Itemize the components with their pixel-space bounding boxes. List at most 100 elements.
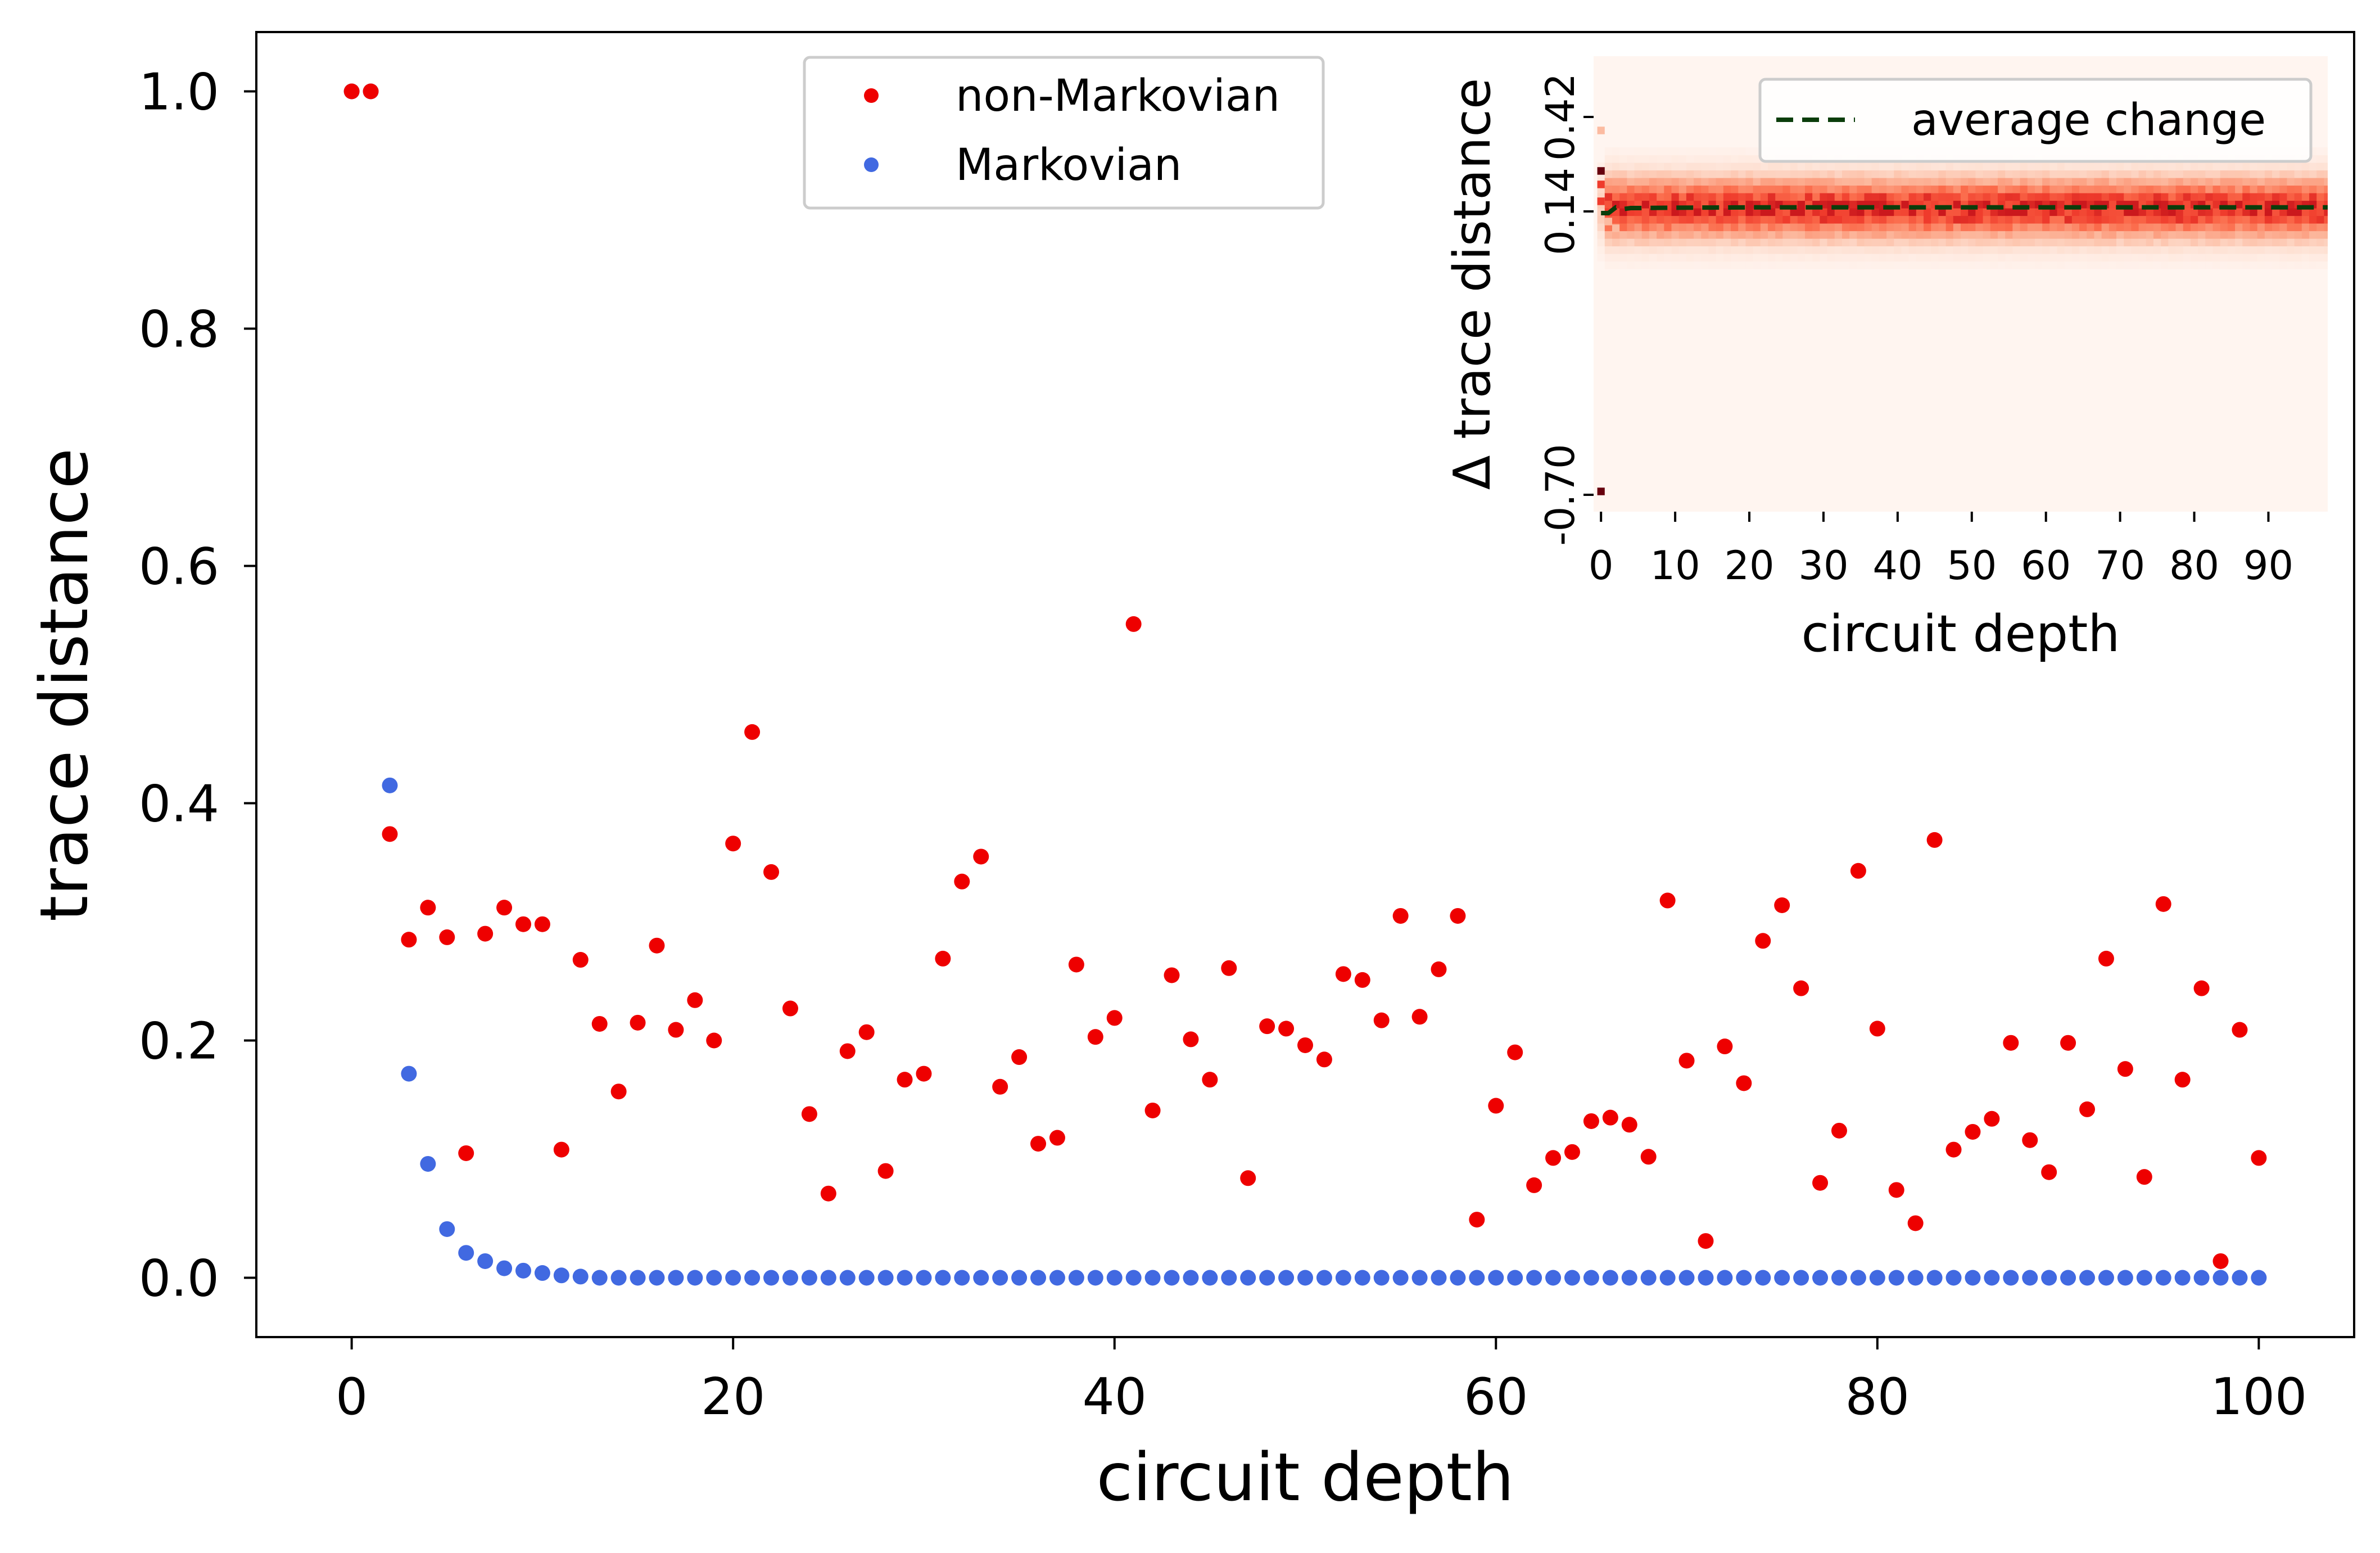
heatmap-cell <box>1649 231 1657 239</box>
heatmap-cell <box>2020 215 2028 224</box>
heatmap-cell <box>2316 178 2325 186</box>
heatmap-cell <box>2168 208 2177 216</box>
heatmap-cell <box>2064 238 2073 247</box>
point-markovian-50 <box>1297 1270 1313 1286</box>
heatmap-cell <box>1708 246 1717 254</box>
point-markovian-59 <box>1469 1270 1485 1286</box>
point-non-markovian-60 <box>1488 1098 1504 1114</box>
heatmap-cell <box>1924 178 1931 186</box>
heatmap-cell <box>2146 223 2154 232</box>
heatmap-cell <box>2250 261 2258 269</box>
heatmap-cell <box>1790 208 1798 216</box>
heatmap-cell <box>2153 246 2161 254</box>
heatmap-cell <box>1627 261 1635 269</box>
heatmap-cell <box>2116 193 2124 201</box>
heatmap-cell <box>2212 231 2221 239</box>
heatmap-cell <box>1612 155 1620 163</box>
heatmap-cell <box>2005 170 2013 178</box>
heatmap-cell <box>2057 162 2065 171</box>
point-non-markovian-70 <box>1678 1053 1695 1069</box>
heatmap-cell <box>1797 215 1806 224</box>
main-series-layer <box>343 83 2267 1286</box>
heatmap-cell <box>1841 185 1850 193</box>
heatmap-cell <box>2108 162 2117 171</box>
heatmap-cell <box>2027 246 2035 254</box>
point-markovian-75 <box>1774 1270 1790 1286</box>
heatmap-cell <box>2294 246 2302 254</box>
heatmap-cell <box>2198 215 2206 224</box>
heatmap-cell <box>1612 185 1620 193</box>
heatmap-cell <box>1686 170 1694 178</box>
heatmap-cell <box>1983 162 1991 171</box>
heatmap-cell <box>1864 170 1872 178</box>
heatmap-cell <box>2027 215 2035 224</box>
heatmap-cell <box>2057 208 2065 216</box>
heatmap-cell <box>1945 238 1954 247</box>
heatmap-cell <box>2250 193 2258 201</box>
heatmap-cell <box>2272 231 2280 239</box>
heatmap-cell <box>1849 223 1857 232</box>
heatmap-cell <box>1649 147 1657 156</box>
heatmap-cell <box>2042 178 2050 186</box>
point-markovian-77 <box>1812 1270 1829 1286</box>
point-non-markovian-19 <box>706 1032 722 1049</box>
heatmap-cell <box>1760 254 1768 262</box>
heatmap-cell <box>1901 246 1910 254</box>
heatmap-cell <box>1924 261 1931 269</box>
heatmap-cell <box>2161 200 2169 209</box>
heatmap-cell <box>2212 215 2221 224</box>
heatmap-cell <box>1649 170 1657 178</box>
heatmap-cell <box>2235 170 2243 178</box>
heatmap-cell <box>1938 170 1947 178</box>
heatmap-cell <box>1701 208 1709 216</box>
heatmap-cell <box>1694 170 1702 178</box>
heatmap-cell <box>2020 162 2028 171</box>
heatmap-cell <box>2227 254 2236 262</box>
heatmap-cell <box>1945 170 1954 178</box>
heatmap-cell <box>1945 208 1954 216</box>
heatmap-cell <box>1908 261 1917 269</box>
main-x-tick-label: 0 <box>336 1367 368 1426</box>
point-non-markovian-77 <box>1812 1175 1829 1191</box>
heatmap-cell <box>2279 246 2288 254</box>
inset-y-tick-label: -0.70 <box>1537 444 1583 545</box>
heatmap-cell <box>1916 254 1924 262</box>
heatmap-cell <box>2294 223 2302 232</box>
heatmap-cell <box>2294 238 2302 247</box>
series-non-markovian <box>343 83 2267 1269</box>
heatmap-cell <box>2190 246 2198 254</box>
heatmap-cell <box>1701 261 1709 269</box>
heatmap-cell <box>2087 231 2095 239</box>
heatmap-cell <box>1701 162 1709 171</box>
heatmap-cell <box>1983 178 1991 186</box>
heatmap-cell <box>2324 254 2328 262</box>
heatmap-cell <box>1790 254 1798 262</box>
heatmap-cell <box>2220 185 2228 193</box>
heatmap-cell <box>1701 223 1709 232</box>
heatmap-cell <box>2168 231 2177 239</box>
heatmap-cell <box>1641 254 1650 262</box>
heatmap-cell <box>2242 223 2251 232</box>
heatmap-cell <box>1753 208 1761 216</box>
heatmap-cell <box>1797 238 1806 247</box>
heatmap-cell <box>2309 223 2317 232</box>
point-markovian-63 <box>1545 1270 1562 1286</box>
heatmap-cell <box>1716 231 1724 239</box>
heatmap-cell <box>1768 208 1776 216</box>
heatmap-cell <box>1908 254 1917 262</box>
heatmap-cell <box>2005 208 2013 216</box>
heatmap-cell <box>2131 193 2139 201</box>
heatmap-cell <box>1849 170 1857 178</box>
heatmap-outlier-cell <box>1597 127 1605 134</box>
heatmap-cell <box>1990 185 1998 193</box>
heatmap-cell <box>2227 162 2236 171</box>
heatmap-cell <box>2309 178 2317 186</box>
heatmap-outlier-cell <box>1597 487 1605 495</box>
heatmap-cell <box>1864 185 1872 193</box>
heatmap-cell <box>2064 215 2073 224</box>
heatmap-cell <box>2146 193 2154 201</box>
heatmap-cell <box>2175 208 2184 216</box>
heatmap-cell <box>1945 185 1954 193</box>
heatmap-cell <box>2324 193 2328 201</box>
